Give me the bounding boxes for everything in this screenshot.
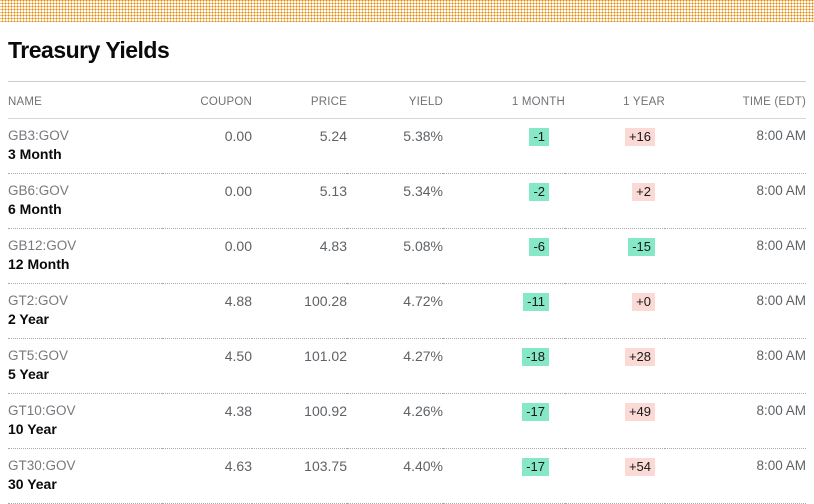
coupon-value: 0.00 xyxy=(162,228,252,284)
one-year-change-badge: -15 xyxy=(628,238,655,256)
one-year-change-badge: +0 xyxy=(632,293,655,311)
one-year-change-cell: +28 xyxy=(565,338,665,394)
one-year-change-cell: +2 xyxy=(565,173,665,229)
time-value: 8:00 AM xyxy=(665,118,806,174)
coupon-value: 0.00 xyxy=(162,118,252,174)
security-ticker-link[interactable]: GB3:GOV xyxy=(8,128,69,143)
yield-value: 4.27% xyxy=(347,338,443,394)
column-header-coupon: COUPON xyxy=(162,82,252,119)
table-row: GT30:GOV 30 Year 4.63 103.75 4.40% -17 +… xyxy=(8,448,806,504)
one-month-change-cell: -6 xyxy=(443,228,565,284)
coupon-value: 4.50 xyxy=(162,338,252,394)
security-maturity-label: 5 Year xyxy=(8,366,50,382)
price-value: 4.83 xyxy=(252,228,347,284)
price-value: 5.24 xyxy=(252,118,347,174)
yield-value: 5.08% xyxy=(347,228,443,284)
coupon-value: 0.00 xyxy=(162,173,252,229)
security-name-cell: GB12:GOV 12 Month xyxy=(8,228,162,284)
title-divider xyxy=(8,81,806,82)
one-year-change-cell: +16 xyxy=(565,118,665,174)
one-year-change-cell: +49 xyxy=(565,393,665,449)
one-month-change-cell: -18 xyxy=(443,338,565,394)
treasury-yields-module: Treasury Yields NAME COUPON PRICE YIELD … xyxy=(0,37,814,504)
one-month-change-badge: -17 xyxy=(522,458,549,476)
one-month-change-badge: -11 xyxy=(523,293,549,311)
table-row: GT5:GOV 5 Year 4.50 101.02 4.27% -18 +28… xyxy=(8,338,806,394)
security-ticker-link[interactable]: GT5:GOV xyxy=(8,348,69,363)
one-year-change-cell: +54 xyxy=(565,448,665,504)
time-value: 8:00 AM xyxy=(665,448,806,504)
one-year-change-badge: +16 xyxy=(624,128,655,146)
time-value: 8:00 AM xyxy=(665,173,806,229)
security-ticker-link[interactable]: GT30:GOV xyxy=(8,458,76,473)
one-month-change-cell: -2 xyxy=(443,173,565,229)
yield-value: 4.26% xyxy=(347,393,443,449)
security-ticker-link[interactable]: GB12:GOV xyxy=(8,238,77,253)
security-ticker-link[interactable]: GT2:GOV xyxy=(8,293,69,308)
table-row: GT10:GOV 10 Year 4.38 100.92 4.26% -17 +… xyxy=(8,393,806,449)
table-row: GB12:GOV 12 Month 0.00 4.83 5.08% -6 -15… xyxy=(8,228,806,284)
column-header-1month: 1 MONTH xyxy=(443,82,565,119)
security-name-cell: GT30:GOV 30 Year xyxy=(8,448,162,504)
one-year-change-badge: +28 xyxy=(624,348,655,366)
table-header: NAME COUPON PRICE YIELD 1 MONTH 1 YEAR T… xyxy=(8,82,806,119)
time-value: 8:00 AM xyxy=(665,283,806,339)
price-value: 103.75 xyxy=(252,448,347,504)
one-month-change-cell: -11 xyxy=(443,283,565,339)
column-header-name: NAME xyxy=(8,82,162,119)
coupon-value: 4.63 xyxy=(162,448,252,504)
one-month-change-cell: -1 xyxy=(443,118,565,174)
coupon-value: 4.38 xyxy=(162,393,252,449)
one-month-change-badge: -6 xyxy=(529,238,549,256)
column-header-1year: 1 YEAR xyxy=(565,82,665,119)
yield-value: 4.72% xyxy=(347,283,443,339)
table-row: GB3:GOV 3 Month 0.00 5.24 5.38% -1 +16 8… xyxy=(8,118,806,174)
time-value: 8:00 AM xyxy=(665,338,806,394)
price-value: 100.92 xyxy=(252,393,347,449)
one-month-change-badge: -2 xyxy=(529,183,549,201)
treasury-yields-table: NAME COUPON PRICE YIELD 1 MONTH 1 YEAR T… xyxy=(8,82,806,504)
one-month-change-cell: -17 xyxy=(443,393,565,449)
column-header-yield: YIELD xyxy=(347,82,443,119)
coupon-value: 4.88 xyxy=(162,283,252,339)
security-name-cell: GT10:GOV 10 Year xyxy=(8,393,162,449)
security-name-cell: GT5:GOV 5 Year xyxy=(8,338,162,394)
security-maturity-label: 12 Month xyxy=(8,256,70,272)
security-maturity-label: 2 Year xyxy=(8,311,50,327)
column-header-time: TIME (EDT) xyxy=(665,82,806,119)
page-title: Treasury Yields xyxy=(8,37,170,63)
dotted-accent-bar xyxy=(0,0,814,22)
yield-value: 4.40% xyxy=(347,448,443,504)
yield-value: 5.38% xyxy=(347,118,443,174)
one-year-change-badge: +49 xyxy=(624,403,655,421)
one-year-change-badge: +54 xyxy=(624,458,655,476)
security-name-cell: GB3:GOV 3 Month xyxy=(8,118,162,174)
security-ticker-link[interactable]: GB6:GOV xyxy=(8,183,69,198)
time-value: 8:00 AM xyxy=(665,393,806,449)
security-ticker-link[interactable]: GT10:GOV xyxy=(8,403,76,418)
security-name-cell: GT2:GOV 2 Year xyxy=(8,283,162,339)
yield-value: 5.34% xyxy=(347,173,443,229)
column-header-price: PRICE xyxy=(252,82,347,119)
time-value: 8:00 AM xyxy=(665,228,806,284)
security-maturity-label: 3 Month xyxy=(8,146,62,162)
security-name-cell: GB6:GOV 6 Month xyxy=(8,173,162,229)
price-value: 100.28 xyxy=(252,283,347,339)
one-year-change-cell: +0 xyxy=(565,283,665,339)
price-value: 5.13 xyxy=(252,173,347,229)
security-maturity-label: 6 Month xyxy=(8,201,62,217)
one-year-change-cell: -15 xyxy=(565,228,665,284)
one-month-change-badge: -17 xyxy=(522,403,549,421)
one-month-change-badge: -18 xyxy=(522,348,549,366)
one-month-change-cell: -17 xyxy=(443,448,565,504)
one-year-change-badge: +2 xyxy=(632,183,655,201)
table-row: GT2:GOV 2 Year 4.88 100.28 4.72% -11 +0 … xyxy=(8,283,806,339)
security-maturity-label: 30 Year xyxy=(8,476,57,492)
table-row: GB6:GOV 6 Month 0.00 5.13 5.34% -2 +2 8:… xyxy=(8,173,806,229)
price-value: 101.02 xyxy=(252,338,347,394)
security-maturity-label: 10 Year xyxy=(8,421,57,437)
one-month-change-badge: -1 xyxy=(529,128,549,146)
